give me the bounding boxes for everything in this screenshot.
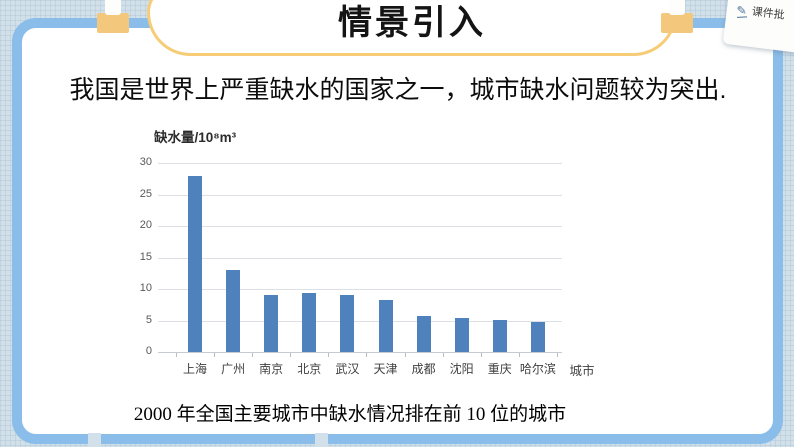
bar-哈尔滨 — [530, 321, 545, 352]
binder-clip-left — [97, 0, 129, 33]
gridline — [158, 352, 562, 353]
x-axis-tick-label: 北京 — [297, 362, 322, 376]
x-axis-tick-label: 武汉 — [335, 362, 360, 376]
x-axis-tick-label: 成都 — [411, 362, 436, 376]
annotation-tool-label: 课件批 — [751, 5, 786, 22]
plot-area: 城市 0 5 10 15 20 25 30 上海 广州 南京 北京 武汉 天津 成都 沈阳 重庆 哈尔滨 — [140, 156, 595, 378]
bar-重庆 — [492, 319, 507, 352]
gridline — [158, 257, 562, 259]
x-axis-tick-mark — [480, 353, 482, 357]
x-axis-tick-mark — [366, 353, 368, 357]
x-axis-tick-mark — [175, 353, 177, 357]
clip-tab — [669, 0, 685, 15]
x-axis-tick-mark — [518, 353, 520, 357]
y-axis-tick-label: 20 — [139, 219, 152, 231]
gridline — [158, 289, 562, 290]
x-axis-tick-mark — [252, 353, 254, 357]
gridline — [158, 194, 562, 196]
x-axis-tick-label: 广州 — [221, 362, 246, 376]
x-axis-tick-label: 哈尔滨 — [519, 362, 556, 376]
border-gap — [88, 433, 101, 447]
gridline — [158, 320, 562, 322]
x-axis-tick-label: 沈阳 — [449, 362, 474, 376]
x-axis-tick-mark — [328, 353, 330, 357]
x-axis-tick-label: 上海 — [182, 362, 207, 376]
border-gap — [315, 433, 328, 447]
y-axis-tick-label: 15 — [139, 250, 152, 263]
bar-武汉 — [340, 295, 355, 352]
y-axis-tick-label: 30 — [139, 156, 152, 168]
x-axis-tick-mark — [404, 353, 406, 357]
x-axis-tick-label: 南京 — [259, 362, 284, 376]
gridline — [158, 163, 562, 164]
gridline — [158, 226, 562, 227]
clip-square — [97, 13, 129, 33]
chart-x-axis-title: 城市 — [569, 364, 595, 378]
y-axis-tick-label: 5 — [145, 313, 152, 326]
bar-上海 — [188, 175, 202, 352]
bar-广州 — [226, 270, 241, 352]
x-axis-tick-mark — [214, 353, 216, 357]
bar-chart: 缺水量/10⁸m³ 城市 0 5 10 15 20 25 30 上海 广州 南京 北京 武汉 天津 成都沈… — [140, 122, 620, 394]
pen-icon: ✎ — [736, 3, 748, 18]
intro-text: 我国是世界上严重缺水的国家之一，城市缺水问题较为突出. — [69, 76, 727, 104]
chart-y-axis-title: 缺水量/10⁸m³ — [154, 130, 237, 145]
y-axis-tick-label: 25 — [139, 187, 152, 200]
bar-天津 — [378, 299, 393, 352]
bar-沈阳 — [454, 317, 469, 352]
clip-tab — [105, 0, 121, 15]
chart-caption: 2000 年全国主要城市中缺水情况排在前 10 位的城市 — [133, 404, 567, 425]
x-axis-tick-mark — [556, 353, 558, 357]
title-banner: 情景引入 — [147, 0, 677, 56]
page-title: 情景引入 — [338, 4, 486, 42]
x-axis-tick-mark — [442, 353, 444, 357]
binder-clip-right — [661, 0, 693, 33]
y-axis-tick-label: 10 — [139, 282, 152, 294]
clip-square — [661, 13, 693, 33]
x-axis-tick-label: 天津 — [373, 362, 398, 376]
bar-南京 — [264, 295, 279, 352]
bar-成都 — [416, 316, 431, 352]
y-axis-tick-label: 0 — [145, 345, 152, 357]
x-axis-tick-mark — [290, 353, 292, 357]
bar-北京 — [302, 293, 317, 352]
x-axis-tick-label: 重庆 — [487, 362, 512, 376]
